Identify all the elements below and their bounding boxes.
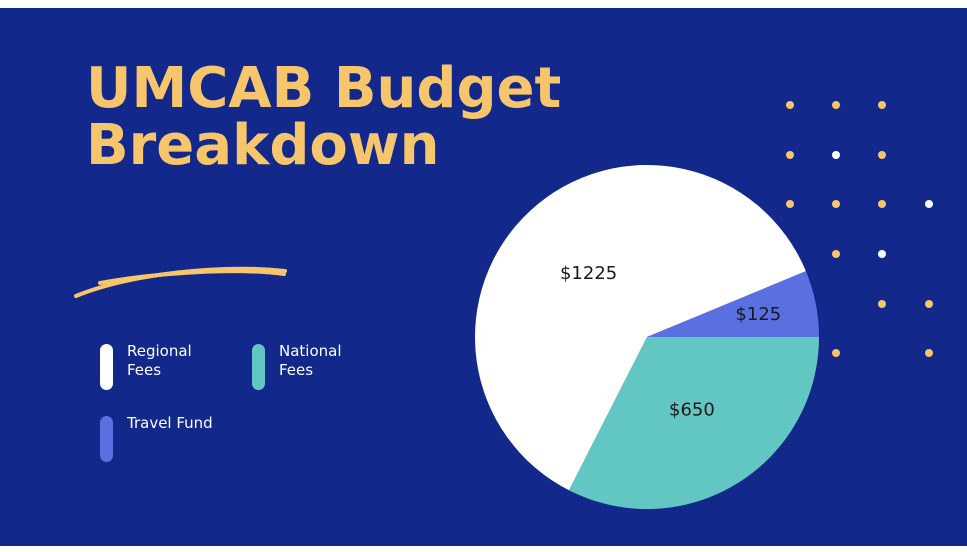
legend-item-travel-fund: Travel Fund — [100, 414, 213, 462]
data-label-national-fees: $650 — [669, 399, 715, 420]
pie-slice-regional-fees — [475, 164, 806, 491]
decorative-dot — [878, 250, 886, 258]
legend-swatch — [100, 416, 113, 462]
legend-swatch — [100, 344, 113, 390]
decorative-dot — [878, 300, 886, 308]
decorative-dot — [925, 300, 933, 308]
decorative-dot — [878, 151, 886, 159]
decorative-dot — [832, 250, 840, 258]
title-line-1: UMCAB Budget — [86, 56, 562, 121]
decorative-dot — [878, 101, 886, 109]
legend-label: Travel Fund — [127, 414, 213, 432]
decorative-dot — [925, 349, 933, 357]
slide: UMCAB Budget Breakdown Regional Fees Nat… — [0, 8, 967, 546]
pie-chart: $650 $1225 $125 — [475, 164, 819, 509]
pie-slice-national-fees — [568, 337, 819, 509]
decorative-dot — [832, 349, 840, 357]
legend-label: National Fees — [279, 342, 342, 379]
decorative-dot — [786, 101, 794, 109]
decorative-dot — [878, 200, 886, 208]
decorative-dot — [786, 200, 794, 208]
title-line-2: Breakdown — [86, 113, 440, 178]
decorative-dot — [786, 151, 794, 159]
legend-label: Regional Fees — [127, 342, 192, 379]
decorative-dot — [832, 151, 840, 159]
decorative-dot — [832, 200, 840, 208]
data-label-regional-fees: $1225 — [560, 263, 617, 284]
pie-slice-travel-fund — [647, 271, 819, 337]
legend-item-regional-fees: Regional Fees — [100, 342, 213, 390]
legend-swatch — [252, 344, 265, 390]
legend-item-national-fees: National Fees — [252, 342, 365, 390]
decorative-dot — [925, 200, 933, 208]
decorative-swoosh — [74, 266, 287, 298]
data-label-travel-fund: $125 — [735, 304, 781, 325]
decorative-dots — [786, 101, 933, 357]
decorative-dot — [832, 101, 840, 109]
slide-title: UMCAB Budget Breakdown — [86, 60, 561, 174]
